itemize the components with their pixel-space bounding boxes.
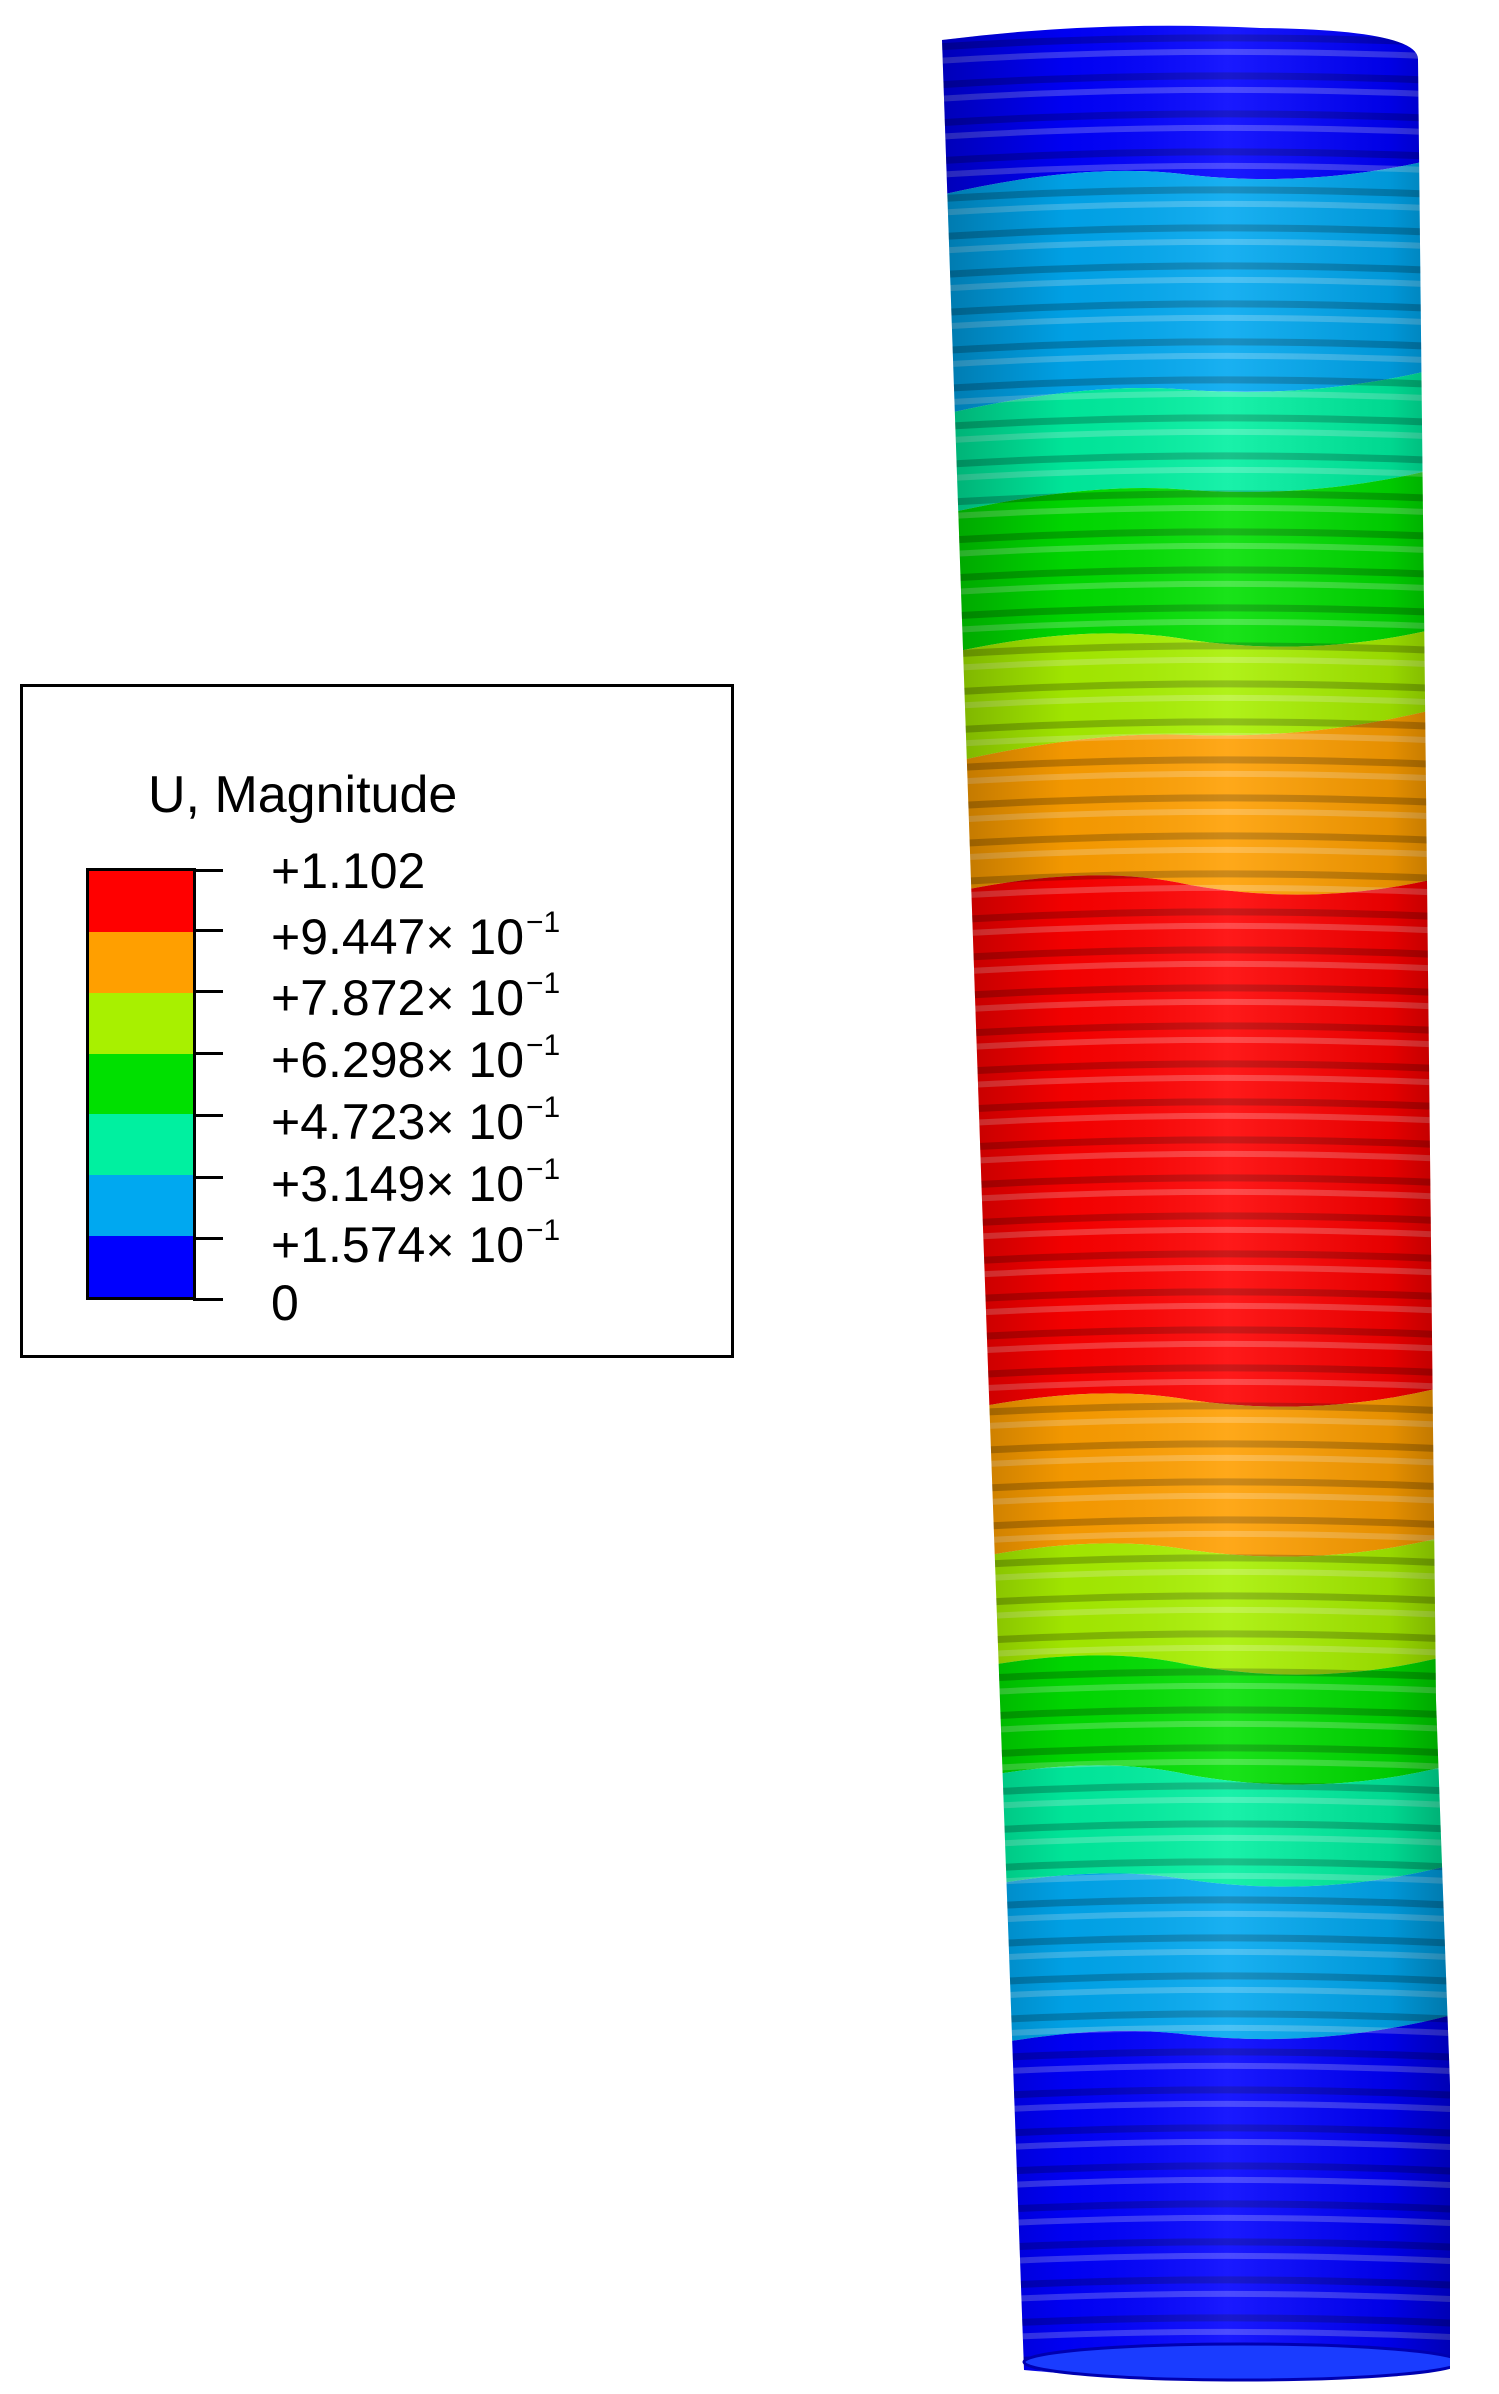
legend-tick	[193, 869, 223, 872]
legend-label: +1.574× 10−1	[271, 1214, 561, 1274]
threaded-pile-model	[942, 25, 1450, 2382]
legend-tick	[193, 1298, 223, 1301]
legend-band	[89, 1175, 193, 1237]
legend-tick	[193, 928, 223, 932]
legend-tick	[193, 1237, 223, 1241]
legend-label: 0	[271, 1275, 299, 1331]
legend-band	[89, 1053, 193, 1115]
legend-band	[89, 871, 193, 933]
legend-tick	[193, 1175, 223, 1179]
legend-colorbar	[86, 868, 196, 1300]
legend-label: +6.298× 10−1	[271, 1029, 561, 1089]
legend-label: +3.149× 10−1	[271, 1152, 561, 1212]
legend-title: U, Magnitude	[148, 766, 458, 824]
legend-tick	[193, 990, 223, 994]
legend-band	[89, 1236, 193, 1298]
legend-tick	[193, 1113, 223, 1117]
legend-band	[89, 1114, 193, 1176]
legend-tick	[193, 1052, 223, 1056]
pile-tip	[1022, 2342, 1450, 2382]
legend-band	[89, 992, 193, 1055]
legend-band	[89, 931, 193, 994]
legend-label: +7.872× 10−1	[271, 967, 561, 1027]
legend-label: +1.102	[271, 843, 426, 899]
contour-legend: U, Magnitude +1.102 +9.447× 10−1 +7.872× 1…	[20, 684, 734, 1358]
legend-label: +4.723× 10−1	[271, 1090, 561, 1150]
legend-label: +9.447× 10−1	[271, 905, 561, 965]
